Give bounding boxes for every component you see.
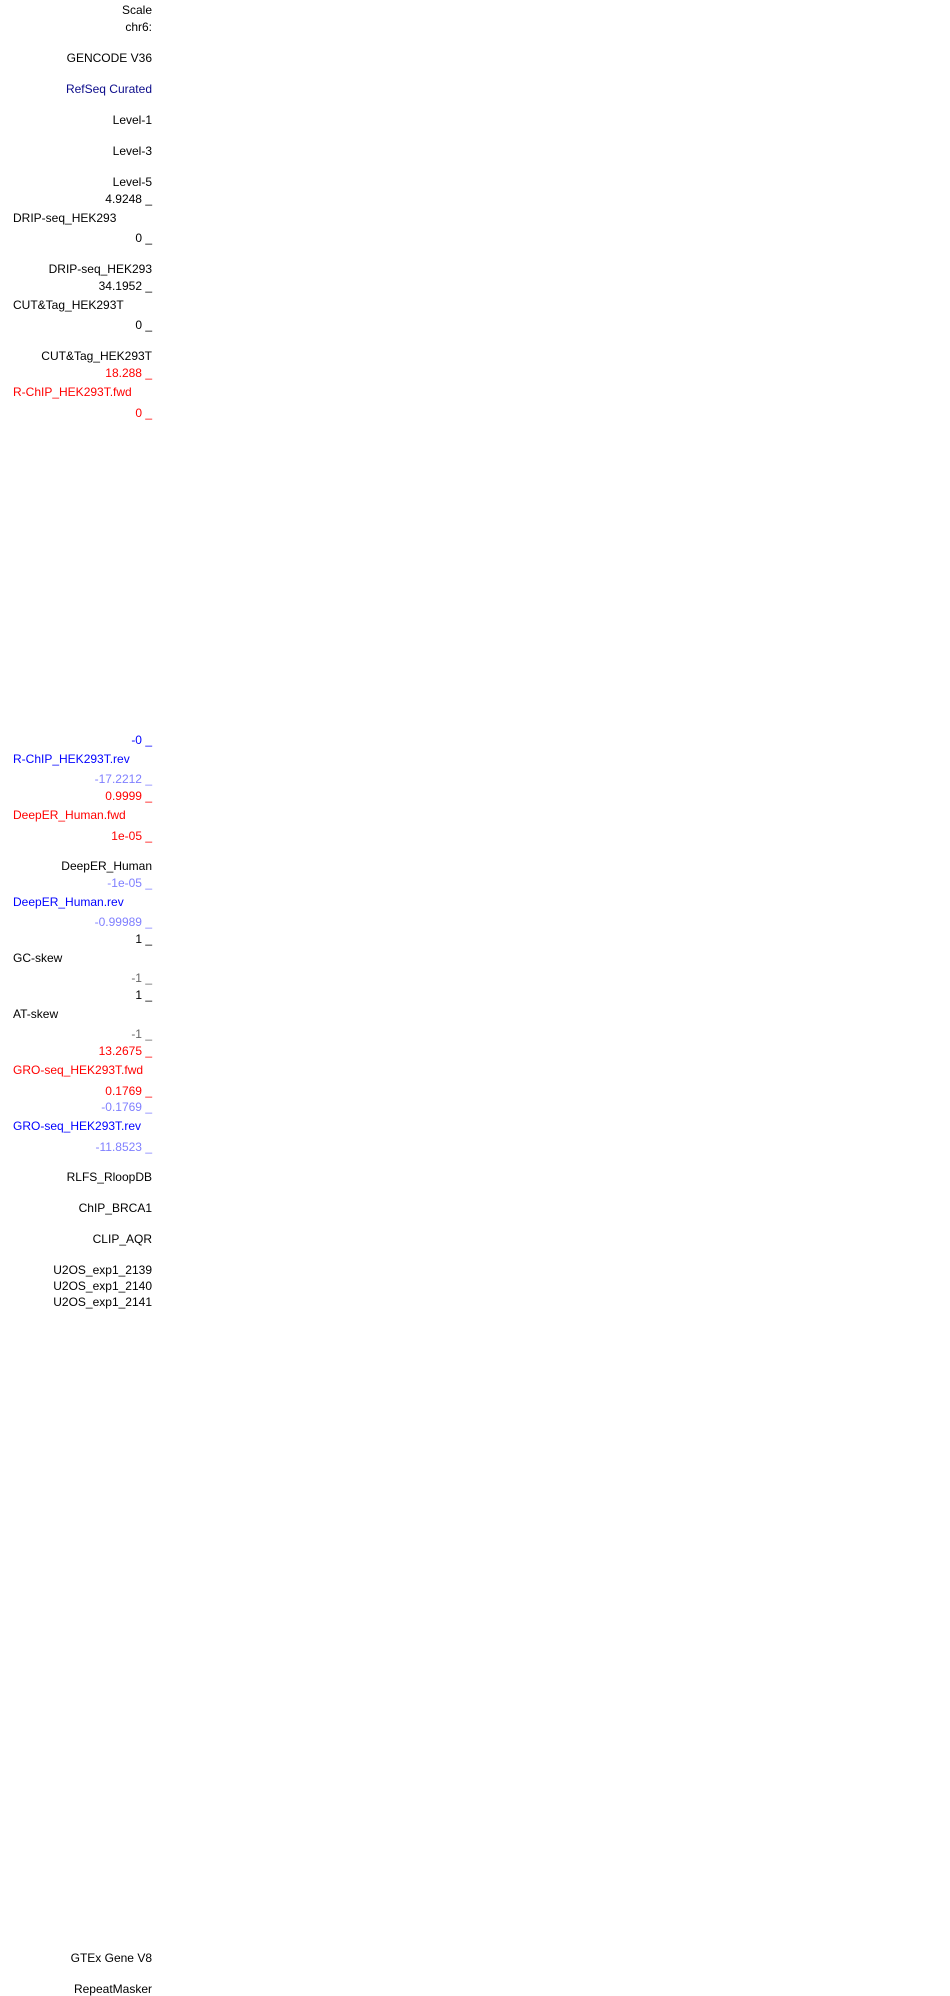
gro-rev-axis-min: -11.8523 _ (95, 1140, 153, 1154)
gro-fwd-track-title[interactable]: GRO-seq_HEK293T.fwd (13, 1063, 144, 1077)
track-label-chip-brca1[interactable]: ChIP_BRCA1 (78, 1201, 152, 1215)
track-label-u2os-2140[interactable]: U2OS_exp1_2140 (53, 1279, 152, 1293)
track-label-gencode[interactable]: GENCODE V36 (66, 51, 152, 65)
deeper-fwd-axis-max: 0.9999 _ (105, 789, 152, 803)
rchip-fwd-axis-max: 18.288 _ (105, 366, 152, 380)
deeper-fwd-track-title[interactable]: DeepER_Human.fwd (13, 808, 126, 822)
deeper-rev-track-title[interactable]: DeepER_Human.rev (13, 895, 124, 909)
drip-track-title: DRIP-seq_HEK293 (13, 211, 117, 225)
track-label-level1[interactable]: Level-1 (112, 113, 152, 127)
cut-axis-max: 34.1952 _ (98, 279, 152, 293)
rchip-rev-axis-min: -17.2212 _ (94, 772, 152, 786)
deeper-rev-axis-min: -0.99989 _ (94, 915, 152, 929)
track-label-deeper[interactable]: DeepER_Human (61, 859, 152, 873)
track-label-panel: Scale chr6: GENCODE V36 RefSeq Curated L… (0, 0, 152, 1996)
deeper-rev-axis-max: -1e-05 _ (107, 876, 152, 890)
track-label-level5[interactable]: Level-5 (112, 175, 152, 189)
track-label-cut[interactable]: CUT&Tag_HEK293T (41, 349, 152, 363)
gc-skew-axis-min: -1 _ (131, 971, 152, 985)
gro-fwd-axis-max: 13.2675 _ (98, 1044, 152, 1058)
track-label-repeatmasker[interactable]: RepeatMasker (73, 1982, 152, 1996)
drip-axis-max: 4.9248 _ (105, 192, 152, 206)
chrom-label: chr6: (125, 20, 152, 34)
at-skew-axis-max: 1 _ (135, 988, 152, 1002)
track-label-level3[interactable]: Level-3 (112, 144, 152, 158)
at-skew-track-title[interactable]: AT-skew (13, 1007, 59, 1021)
gro-rev-axis-max: -0.1769 _ (101, 1100, 152, 1114)
track-label-gtex[interactable]: GTEx Gene V8 (70, 1951, 152, 1965)
rchip-fwd-track-title[interactable]: R-ChIP_HEK293T.fwd (13, 385, 132, 399)
cut-axis-min: 0 _ (135, 318, 152, 332)
track-label-rlfs[interactable]: RLFS_RloopDB (66, 1170, 152, 1184)
track-label-drip[interactable]: DRIP-seq_HEK293 (48, 262, 152, 276)
deeper-fwd-axis-min: 1e-05 _ (111, 829, 152, 843)
rchip-rev-axis-max: -0 _ (131, 733, 152, 747)
rchip-rev-track-title[interactable]: R-ChIP_HEK293T.rev (13, 752, 130, 766)
track-label-refseq[interactable]: RefSeq Curated (65, 82, 152, 96)
at-skew-axis-min: -1 _ (131, 1027, 152, 1041)
track-label-clip-aqr[interactable]: CLIP_AQR (92, 1232, 152, 1246)
drip-axis-min: 0 _ (135, 231, 152, 245)
gc-skew-track-title[interactable]: GC-skew (13, 951, 63, 965)
scale-label: Scale (121, 3, 152, 17)
gro-fwd-axis-min: 0.1769 _ (105, 1084, 152, 1098)
rchip-fwd-axis-min: 0 _ (135, 406, 152, 420)
cut-track-title: CUT&Tag_HEK293T (13, 298, 124, 312)
track-label-u2os-2141[interactable]: U2OS_exp1_2141 (53, 1295, 152, 1309)
gro-rev-track-title[interactable]: GRO-seq_HEK293T.rev (13, 1119, 142, 1133)
gc-skew-axis-max: 1 _ (135, 932, 152, 946)
track-label-u2os-2139[interactable]: U2OS_exp1_2139 (53, 1263, 152, 1277)
